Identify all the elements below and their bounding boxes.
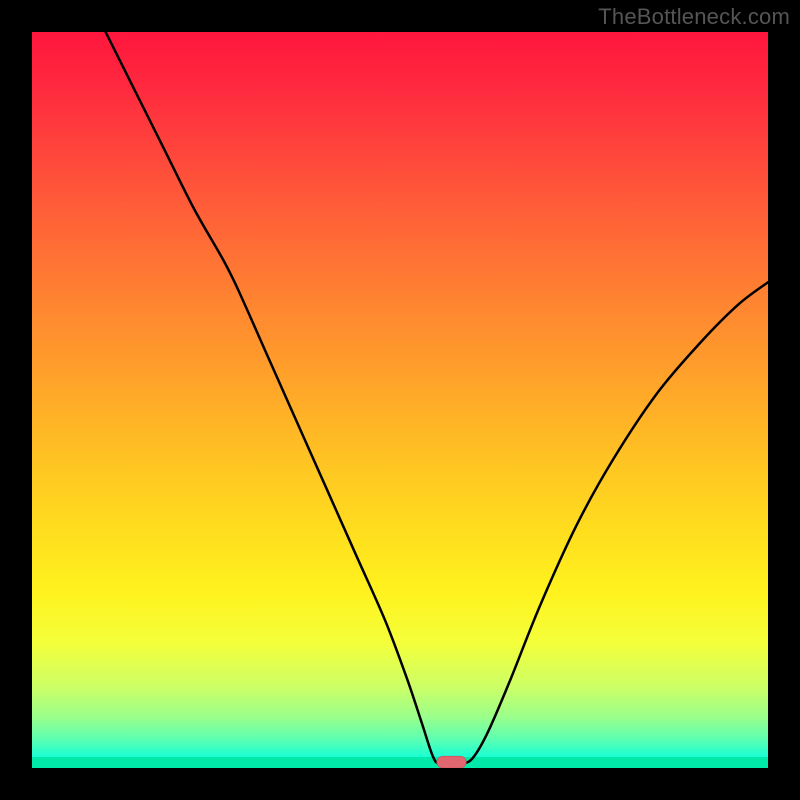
watermark-text: TheBottleneck.com [598,4,790,30]
bottleneck-chart [0,0,800,800]
chart-stage: TheBottleneck.com [0,0,800,800]
bottom-green-strip [32,757,768,768]
optimal-marker [437,756,466,768]
